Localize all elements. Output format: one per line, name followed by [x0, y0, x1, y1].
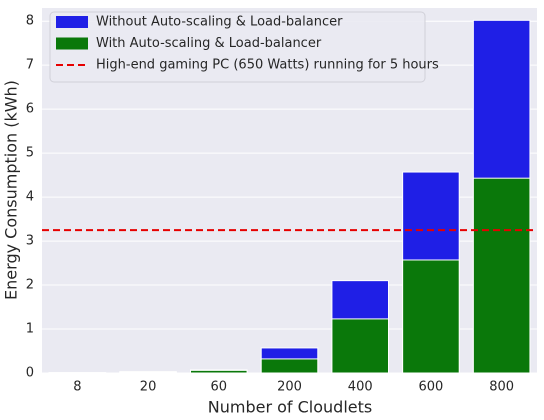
bar: [190, 369, 248, 374]
x-tick-label: 60: [211, 380, 228, 395]
y-tick-label: 7: [26, 58, 34, 73]
y-tick-label: 6: [26, 102, 34, 117]
y-tick-label: 3: [26, 234, 34, 249]
y-tick-label: 1: [26, 322, 34, 337]
y-axis-label: Energy Consumption (kWh): [2, 80, 21, 300]
bar: [472, 177, 531, 374]
x-tick-label: 600: [419, 380, 444, 395]
x-tick-label: 800: [489, 380, 514, 395]
x-tick-label: 8: [73, 380, 81, 395]
x-axis-label: Number of Cloudlets: [208, 398, 372, 417]
y-tick-label: 0: [26, 366, 34, 381]
legend-box: [49, 11, 426, 83]
x-tick-label: 400: [348, 380, 373, 395]
y-tick-label: 8: [26, 14, 34, 29]
bar: [260, 358, 319, 374]
bar: [402, 259, 460, 374]
x-tick-label: 20: [140, 380, 157, 395]
legend-swatch: [56, 37, 88, 50]
y-tick-label: 2: [26, 278, 34, 293]
bar: [119, 371, 177, 374]
y-tick-label: 5: [26, 146, 34, 161]
legend-label: Without Auto-scaling & Load-balancer: [96, 15, 343, 30]
x-tick-label: 200: [277, 380, 302, 395]
legend-swatch: [56, 16, 88, 28]
y-tick-label: 4: [26, 190, 34, 205]
legend-label: High-end gaming PC (650 Watts) running f…: [96, 58, 439, 73]
bar: [331, 318, 389, 374]
legend-label: With Auto-scaling & Load-balancer: [96, 36, 322, 51]
